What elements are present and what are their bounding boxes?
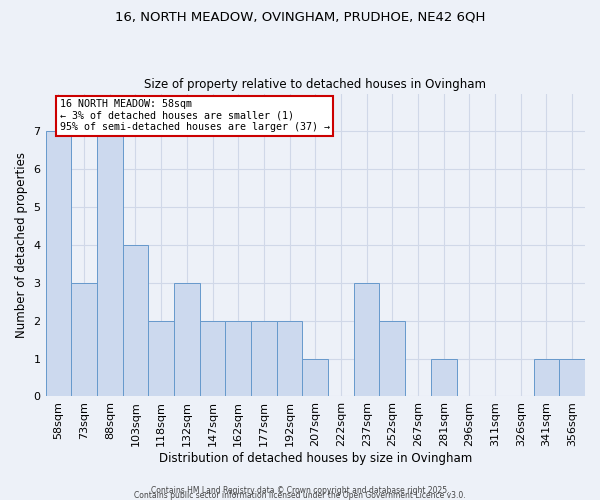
Text: Contains HM Land Registry data © Crown copyright and database right 2025.: Contains HM Land Registry data © Crown c… — [151, 486, 449, 495]
Y-axis label: Number of detached properties: Number of detached properties — [15, 152, 28, 338]
Bar — [71, 283, 97, 397]
Bar — [251, 320, 277, 396]
Bar — [148, 320, 174, 396]
Bar — [122, 245, 148, 396]
Bar — [200, 320, 226, 396]
Bar — [379, 320, 405, 396]
Bar — [226, 320, 251, 396]
Text: Contains public sector information licensed under the Open Government Licence v3: Contains public sector information licen… — [134, 491, 466, 500]
Bar — [302, 358, 328, 397]
Text: 16 NORTH MEADOW: 58sqm
← 3% of detached houses are smaller (1)
95% of semi-detac: 16 NORTH MEADOW: 58sqm ← 3% of detached … — [59, 99, 329, 132]
X-axis label: Distribution of detached houses by size in Ovingham: Distribution of detached houses by size … — [158, 452, 472, 465]
Bar — [97, 132, 122, 396]
Bar — [533, 358, 559, 397]
Bar — [431, 358, 457, 397]
Bar — [559, 358, 585, 397]
Text: 16, NORTH MEADOW, OVINGHAM, PRUDHOE, NE42 6QH: 16, NORTH MEADOW, OVINGHAM, PRUDHOE, NE4… — [115, 10, 485, 23]
Bar — [277, 320, 302, 396]
Bar — [46, 132, 71, 396]
Title: Size of property relative to detached houses in Ovingham: Size of property relative to detached ho… — [144, 78, 486, 91]
Bar — [354, 283, 379, 397]
Bar — [174, 283, 200, 397]
